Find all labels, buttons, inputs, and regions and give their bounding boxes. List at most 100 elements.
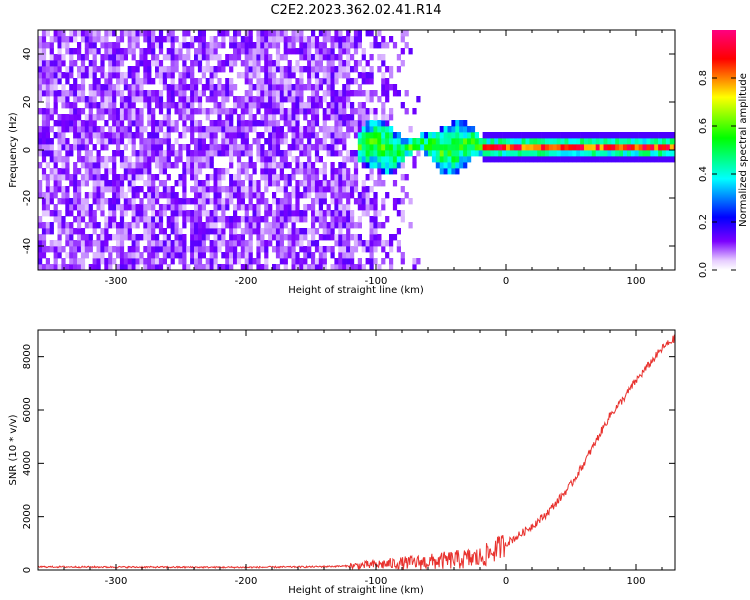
spectrogram-cell (155, 258, 160, 265)
spectrogram-cell (209, 222, 214, 229)
spectrogram-cell (463, 156, 468, 163)
spectrogram-cell (353, 42, 359, 49)
spectrogram-cell (143, 204, 148, 211)
spectrogram-cell (240, 120, 245, 127)
spectrogram-cell (135, 66, 140, 73)
spectrogram-cell (158, 36, 164, 43)
spectrogram-cell (342, 36, 347, 43)
spectrogram-cell (80, 54, 86, 61)
spectrogram-cell (127, 108, 132, 115)
spectrogram-cell (201, 36, 206, 43)
spectrogram-cell (162, 252, 167, 259)
spectrogram-cell (182, 54, 187, 61)
spectrogram-cell (385, 240, 390, 247)
spectrogram-cell (342, 120, 347, 127)
spectrogram-cell (100, 36, 105, 43)
spectrogram-cell (248, 234, 253, 241)
spectrogram-cell (264, 78, 269, 85)
spectrogram-cell (174, 204, 179, 211)
spectrogram-cell (322, 36, 327, 43)
spectrogram-cell (252, 72, 257, 79)
spectrogram-cell (225, 96, 230, 103)
spectrogram-cell (572, 156, 577, 163)
spectrogram-cell (275, 96, 281, 103)
spectrogram-cell (381, 90, 386, 97)
spectrogram-cell (338, 162, 343, 169)
spectrogram-cell (283, 204, 288, 211)
spectrogram-cell (463, 150, 468, 157)
spectrogram-cell (38, 162, 43, 169)
spectrogram-cell (334, 30, 339, 37)
spectrogram-cell (123, 228, 128, 235)
spectrogram-cell (186, 108, 191, 115)
spectrogram-cell (182, 108, 187, 115)
spectrogram-cell (299, 126, 304, 133)
spectrogram-cell (248, 78, 253, 85)
spectrogram-cell (595, 138, 600, 145)
spectrogram-cell (334, 126, 339, 133)
spectrogram-cell (155, 222, 160, 229)
spectrogram-cell (205, 162, 210, 169)
spectrogram-cell (369, 240, 374, 247)
spectrogram-cell (252, 60, 257, 67)
spectrogram-cell (369, 150, 374, 157)
spectrogram-cell (318, 42, 323, 49)
spectrogram-cell (96, 138, 101, 145)
spectrogram-cell (560, 132, 565, 139)
spectrogram-cell (217, 216, 222, 223)
spectrogram-cell (287, 216, 292, 223)
spectrogram-cell (186, 54, 191, 61)
spectrogram-cell (338, 174, 343, 181)
spectrogram-cell (233, 42, 238, 49)
spectrogram-cell (170, 90, 175, 97)
spectrogram-cell (400, 144, 405, 151)
spectrogram-cell (318, 30, 323, 37)
spectrogram-cell (287, 36, 292, 43)
spectrogram-cell (213, 150, 218, 157)
spectrogram-cell (131, 234, 136, 241)
spectrogram-cell (404, 30, 409, 37)
spectrogram-cell (369, 156, 374, 163)
spectrogram-cell (248, 162, 253, 169)
spectrogram-cell (311, 132, 316, 139)
spectrogram-cell (287, 174, 292, 181)
spectrogram-cell (307, 60, 312, 67)
spectrogram-cell (131, 84, 136, 91)
spectrogram-cell (92, 198, 97, 205)
spectrogram-cell (88, 210, 93, 217)
spectrogram-cell (240, 144, 245, 151)
spectrogram-cell (665, 132, 671, 139)
spectrogram-cell (322, 132, 327, 139)
colorbar: 0.00.20.40.60.8 Normalized spectral ampl… (698, 30, 749, 278)
spectrogram-cell (131, 66, 136, 73)
spectrogram-cell (260, 234, 265, 241)
spectrogram-cell (252, 192, 257, 199)
spectrogram-cell (236, 204, 242, 211)
spectrogram-cell (459, 126, 464, 133)
spectrogram-cell (447, 156, 452, 163)
spectrogram-cell (283, 114, 288, 121)
spectrogram-cell (295, 102, 300, 109)
spectrogram-cell (92, 192, 97, 199)
spectrogram-cell (178, 102, 183, 109)
spectrogram-cell (236, 96, 242, 103)
spectrogram-cell (275, 66, 281, 73)
spectrogram-cell (151, 180, 156, 187)
spectrogram-cell (330, 66, 335, 73)
spectrogram-cell (108, 138, 113, 145)
spectrogram-cell (84, 42, 89, 49)
spectrogram-cell (49, 228, 54, 235)
spectrogram-cell (158, 192, 164, 199)
spectrogram-cell (303, 192, 308, 199)
spectrogram-cell (197, 222, 203, 229)
spectrogram-cell (229, 216, 234, 223)
spectrogram-cell (494, 132, 499, 139)
spectrogram-cell (365, 108, 370, 115)
spectrogram-cell (330, 210, 335, 217)
spectrogram-cell (96, 30, 101, 37)
spectrogram-cell (201, 138, 206, 145)
spectrogram-cell (392, 138, 398, 145)
spectrogram-cell (221, 198, 226, 205)
spectrogram-cell (264, 246, 269, 253)
spectrogram-cell (346, 240, 351, 247)
